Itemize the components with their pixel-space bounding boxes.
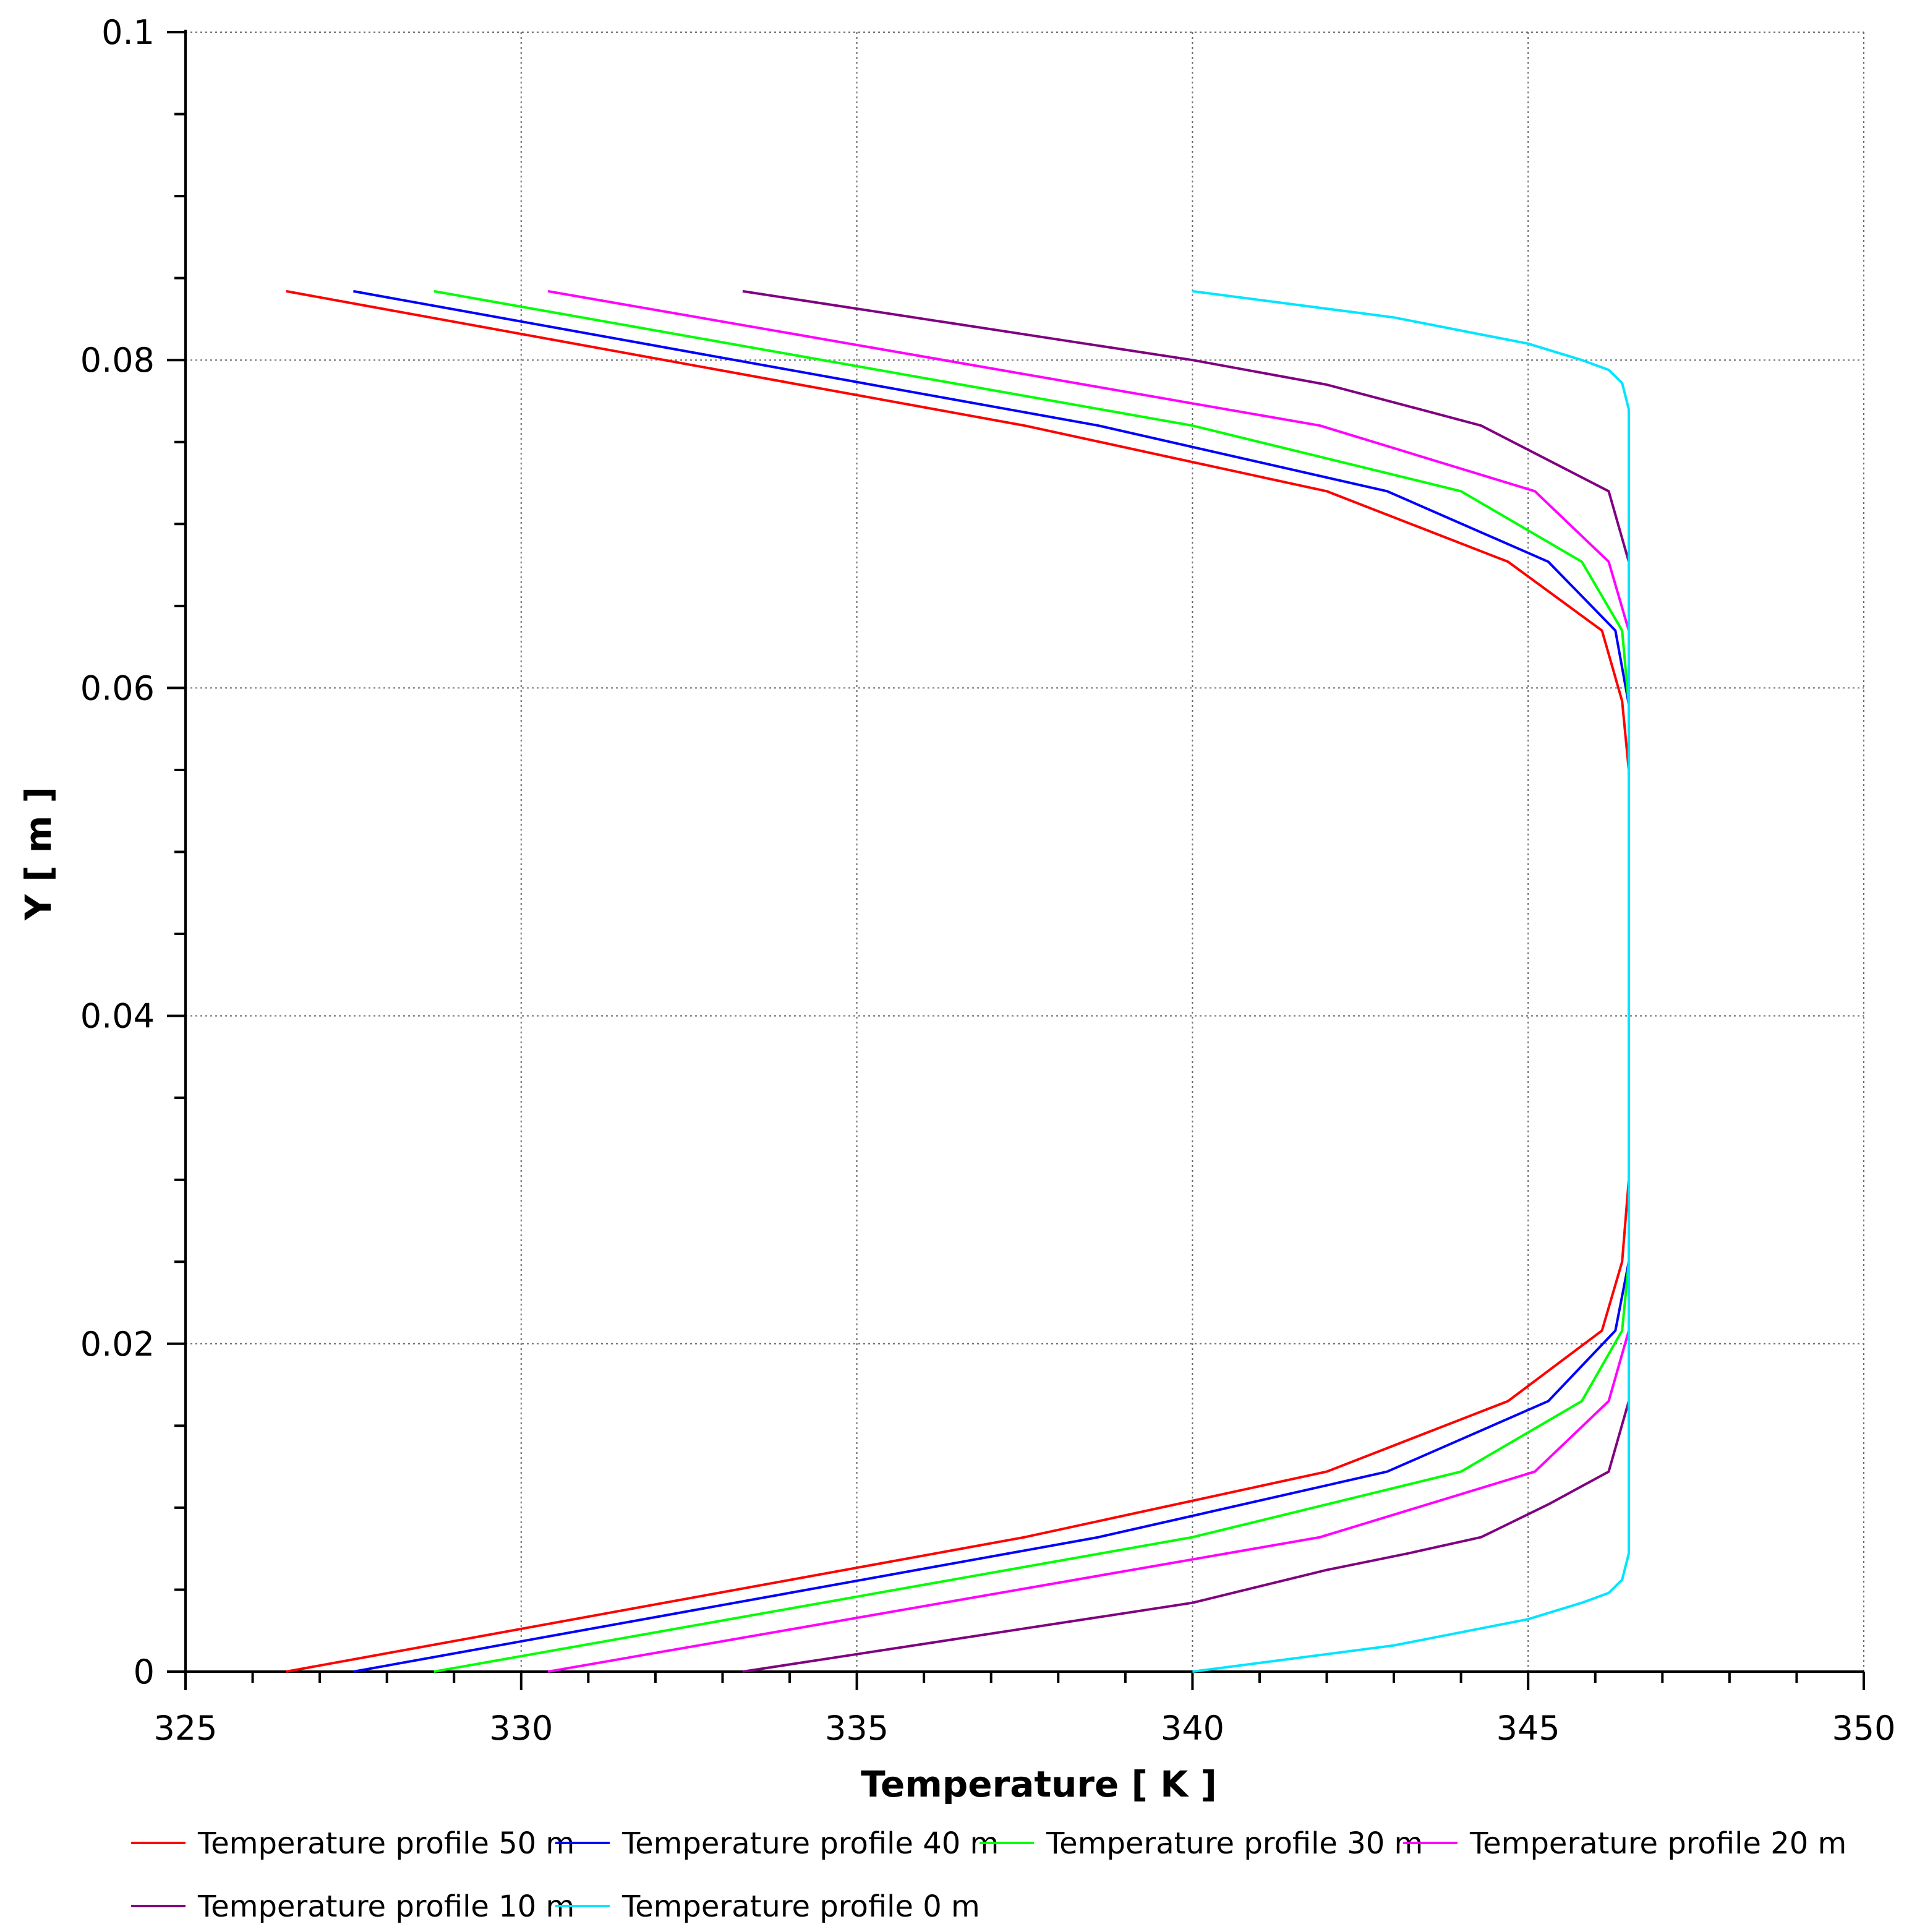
legend-label: Temperature profile 30 m	[1046, 1826, 1423, 1861]
x-tick-label: 325	[153, 1709, 217, 1748]
series-line-4	[742, 289, 1630, 1673]
y-tick-label: 0.1	[101, 13, 155, 52]
y-tick-label: 0.02	[80, 1325, 155, 1364]
x-tick-label: 335	[825, 1709, 889, 1748]
series-line-1	[353, 289, 1630, 1673]
legend-label: Temperature profile 50 m	[197, 1826, 574, 1861]
x-tick-label: 340	[1161, 1709, 1224, 1748]
y-tick-label: 0.06	[80, 669, 155, 707]
legend-label: Temperature profile 40 m	[621, 1826, 999, 1861]
x-axis-title: Temperature [ K ]	[861, 1763, 1217, 1805]
legend-label: Temperature profile 20 m	[1469, 1826, 1846, 1861]
labels-layer: 325 330 335 340 345 350 0 0.02 0.04 0.06 0.08 0.1	[80, 13, 1896, 1748]
x-tick-label: 345	[1496, 1709, 1560, 1748]
grid-layer	[185, 32, 1864, 1672]
legend-item: Temperature profile 10 m	[131, 1889, 574, 1924]
series-line-3	[547, 289, 1630, 1673]
y-tick-label: 0.04	[80, 997, 155, 1036]
legend-item: Temperature profile 20 m	[1403, 1826, 1846, 1861]
series-line-0	[286, 289, 1630, 1673]
legend-item: Temperature profile 0 m	[555, 1889, 980, 1924]
y-tick-label: 0	[134, 1652, 155, 1691]
x-tick-label: 350	[1832, 1709, 1895, 1748]
legend: Temperature profile 50 m Temperature prof…	[131, 1826, 1846, 1924]
series-line-2	[433, 289, 1630, 1673]
x-tick-label: 330	[489, 1709, 553, 1748]
legend-item: Temperature profile 50 m	[131, 1826, 574, 1861]
series-line-5	[1192, 289, 1630, 1673]
axes-layer	[167, 30, 1865, 1690]
legend-item: Temperature profile 40 m	[555, 1826, 999, 1861]
series-layer	[286, 289, 1630, 1673]
legend-label: Temperature profile 10 m	[197, 1889, 574, 1924]
legend-label: Temperature profile 0 m	[621, 1889, 980, 1924]
y-tick-label: 0.08	[80, 341, 155, 380]
y-axis-title: Y [ m ]	[17, 787, 59, 921]
legend-item: Temperature profile 30 m	[980, 1826, 1423, 1861]
